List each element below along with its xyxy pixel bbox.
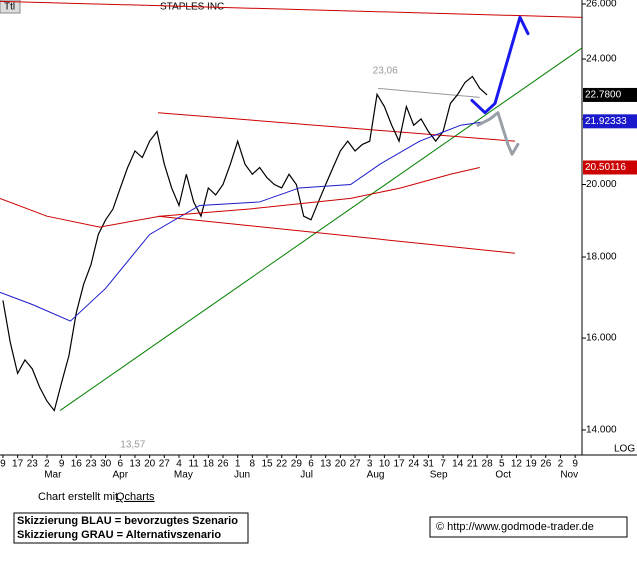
y-tick-label: 18.000: [586, 252, 617, 263]
y-tick-label: 14.000: [586, 425, 617, 436]
trend-line: [157, 215, 516, 254]
x-tick-label: 30: [100, 459, 112, 470]
x-tick-label: 31: [423, 459, 435, 470]
x-tick-label: 9: [59, 459, 65, 470]
chart-title: STAPLES INC: [160, 2, 224, 13]
x-tick-label: 15: [261, 459, 273, 470]
x-tick-label: 13: [320, 459, 332, 470]
x-tick-label: 27: [159, 459, 171, 470]
y-tick-label: 24.000: [586, 54, 617, 65]
tag-box: [0, 0, 21, 14]
y-tick-label: 16.000: [586, 333, 617, 344]
annotation: 23,06: [373, 65, 398, 76]
credit: Chart erstellt mit: [38, 491, 118, 503]
x-tick-label: 3: [367, 459, 373, 470]
x-tick-label: 1: [235, 459, 241, 470]
x-tick-label: 26: [540, 459, 552, 470]
x-tick-label: 4: [176, 459, 182, 470]
legend-item: Skizzierung BLAU = bevorzugtes Szenario: [17, 515, 238, 527]
x-tick-label: 19: [526, 459, 538, 470]
y-tick-label: 20.000: [586, 179, 617, 190]
trend-line: [59, 47, 583, 411]
scenario-path: [476, 111, 520, 156]
month-label: Mar: [44, 470, 62, 481]
month-label: May: [174, 470, 193, 481]
copyright[interactable]: © http://www.godmode-trader.de: [436, 521, 594, 533]
month-label: Jun: [234, 470, 250, 481]
x-tick-label: 24: [408, 459, 420, 470]
x-tick-label: 6: [118, 459, 124, 470]
last-value-box: [583, 87, 637, 102]
x-tick-label: 18: [203, 459, 215, 470]
x-tick-label: 20: [144, 459, 156, 470]
x-tick-label: 21: [467, 459, 479, 470]
scenario-path: [470, 15, 530, 115]
x-tick-label: 16: [71, 459, 83, 470]
last-value-label: 22.7800: [585, 90, 622, 101]
x-tick-label: 27: [349, 459, 361, 470]
last-value-box: [583, 114, 637, 129]
y-tick-label: 26.000: [586, 0, 617, 10]
x-tick-label: 17: [12, 459, 24, 470]
trend-line: [377, 87, 480, 98]
legend-item: Skizzierung GRAU = Alternativszenario: [17, 529, 221, 541]
x-tick-label: 29: [291, 459, 303, 470]
x-tick-label: 6: [308, 459, 314, 470]
trend-line: [157, 112, 515, 142]
scale-label: LOG: [614, 444, 635, 455]
series-line: [0, 120, 488, 322]
month-label: Oct: [495, 470, 511, 481]
last-value-box: [583, 160, 637, 175]
x-tick-label: 10: [379, 459, 391, 470]
month-label: Nov: [560, 470, 578, 481]
x-tick-label: 5: [499, 459, 505, 470]
x-tick-label: 9: [0, 459, 6, 470]
tag: Ttl: [4, 2, 15, 13]
x-tick-label: 11: [188, 459, 199, 470]
series-line: [2, 75, 488, 412]
month-label: Aug: [367, 470, 385, 481]
trend-line: [0, 0, 583, 18]
copyright-box: [429, 516, 628, 538]
credit-link[interactable]: Qcharts: [116, 491, 155, 503]
x-tick-label: 2: [558, 459, 564, 470]
x-tick-label: 7: [440, 459, 446, 470]
x-tick-label: 8: [250, 459, 256, 470]
x-tick-label: 2: [44, 459, 50, 470]
x-tick-label: 17: [393, 459, 405, 470]
month-label: Jul: [300, 470, 313, 481]
month-label: Apr: [113, 470, 129, 481]
x-tick-label: 23: [27, 459, 39, 470]
x-tick-label: 20: [335, 459, 347, 470]
annotation: 13,57: [120, 440, 145, 451]
x-tick-label: 22: [276, 459, 288, 470]
last-value-label: 20.50116: [585, 162, 626, 173]
x-tick-label: 28: [482, 459, 494, 470]
series-line: [0, 166, 480, 228]
x-tick-label: 9: [572, 459, 578, 470]
x-tick-label: 12: [511, 459, 523, 470]
month-label: Sep: [430, 470, 448, 481]
x-tick-label: 13: [129, 459, 141, 470]
x-tick-label: 23: [85, 459, 97, 470]
last-value-label: 21.92333: [585, 116, 627, 127]
legend-box: [13, 512, 249, 544]
x-tick-label: 14: [452, 459, 464, 470]
x-tick-label: 26: [217, 459, 229, 470]
